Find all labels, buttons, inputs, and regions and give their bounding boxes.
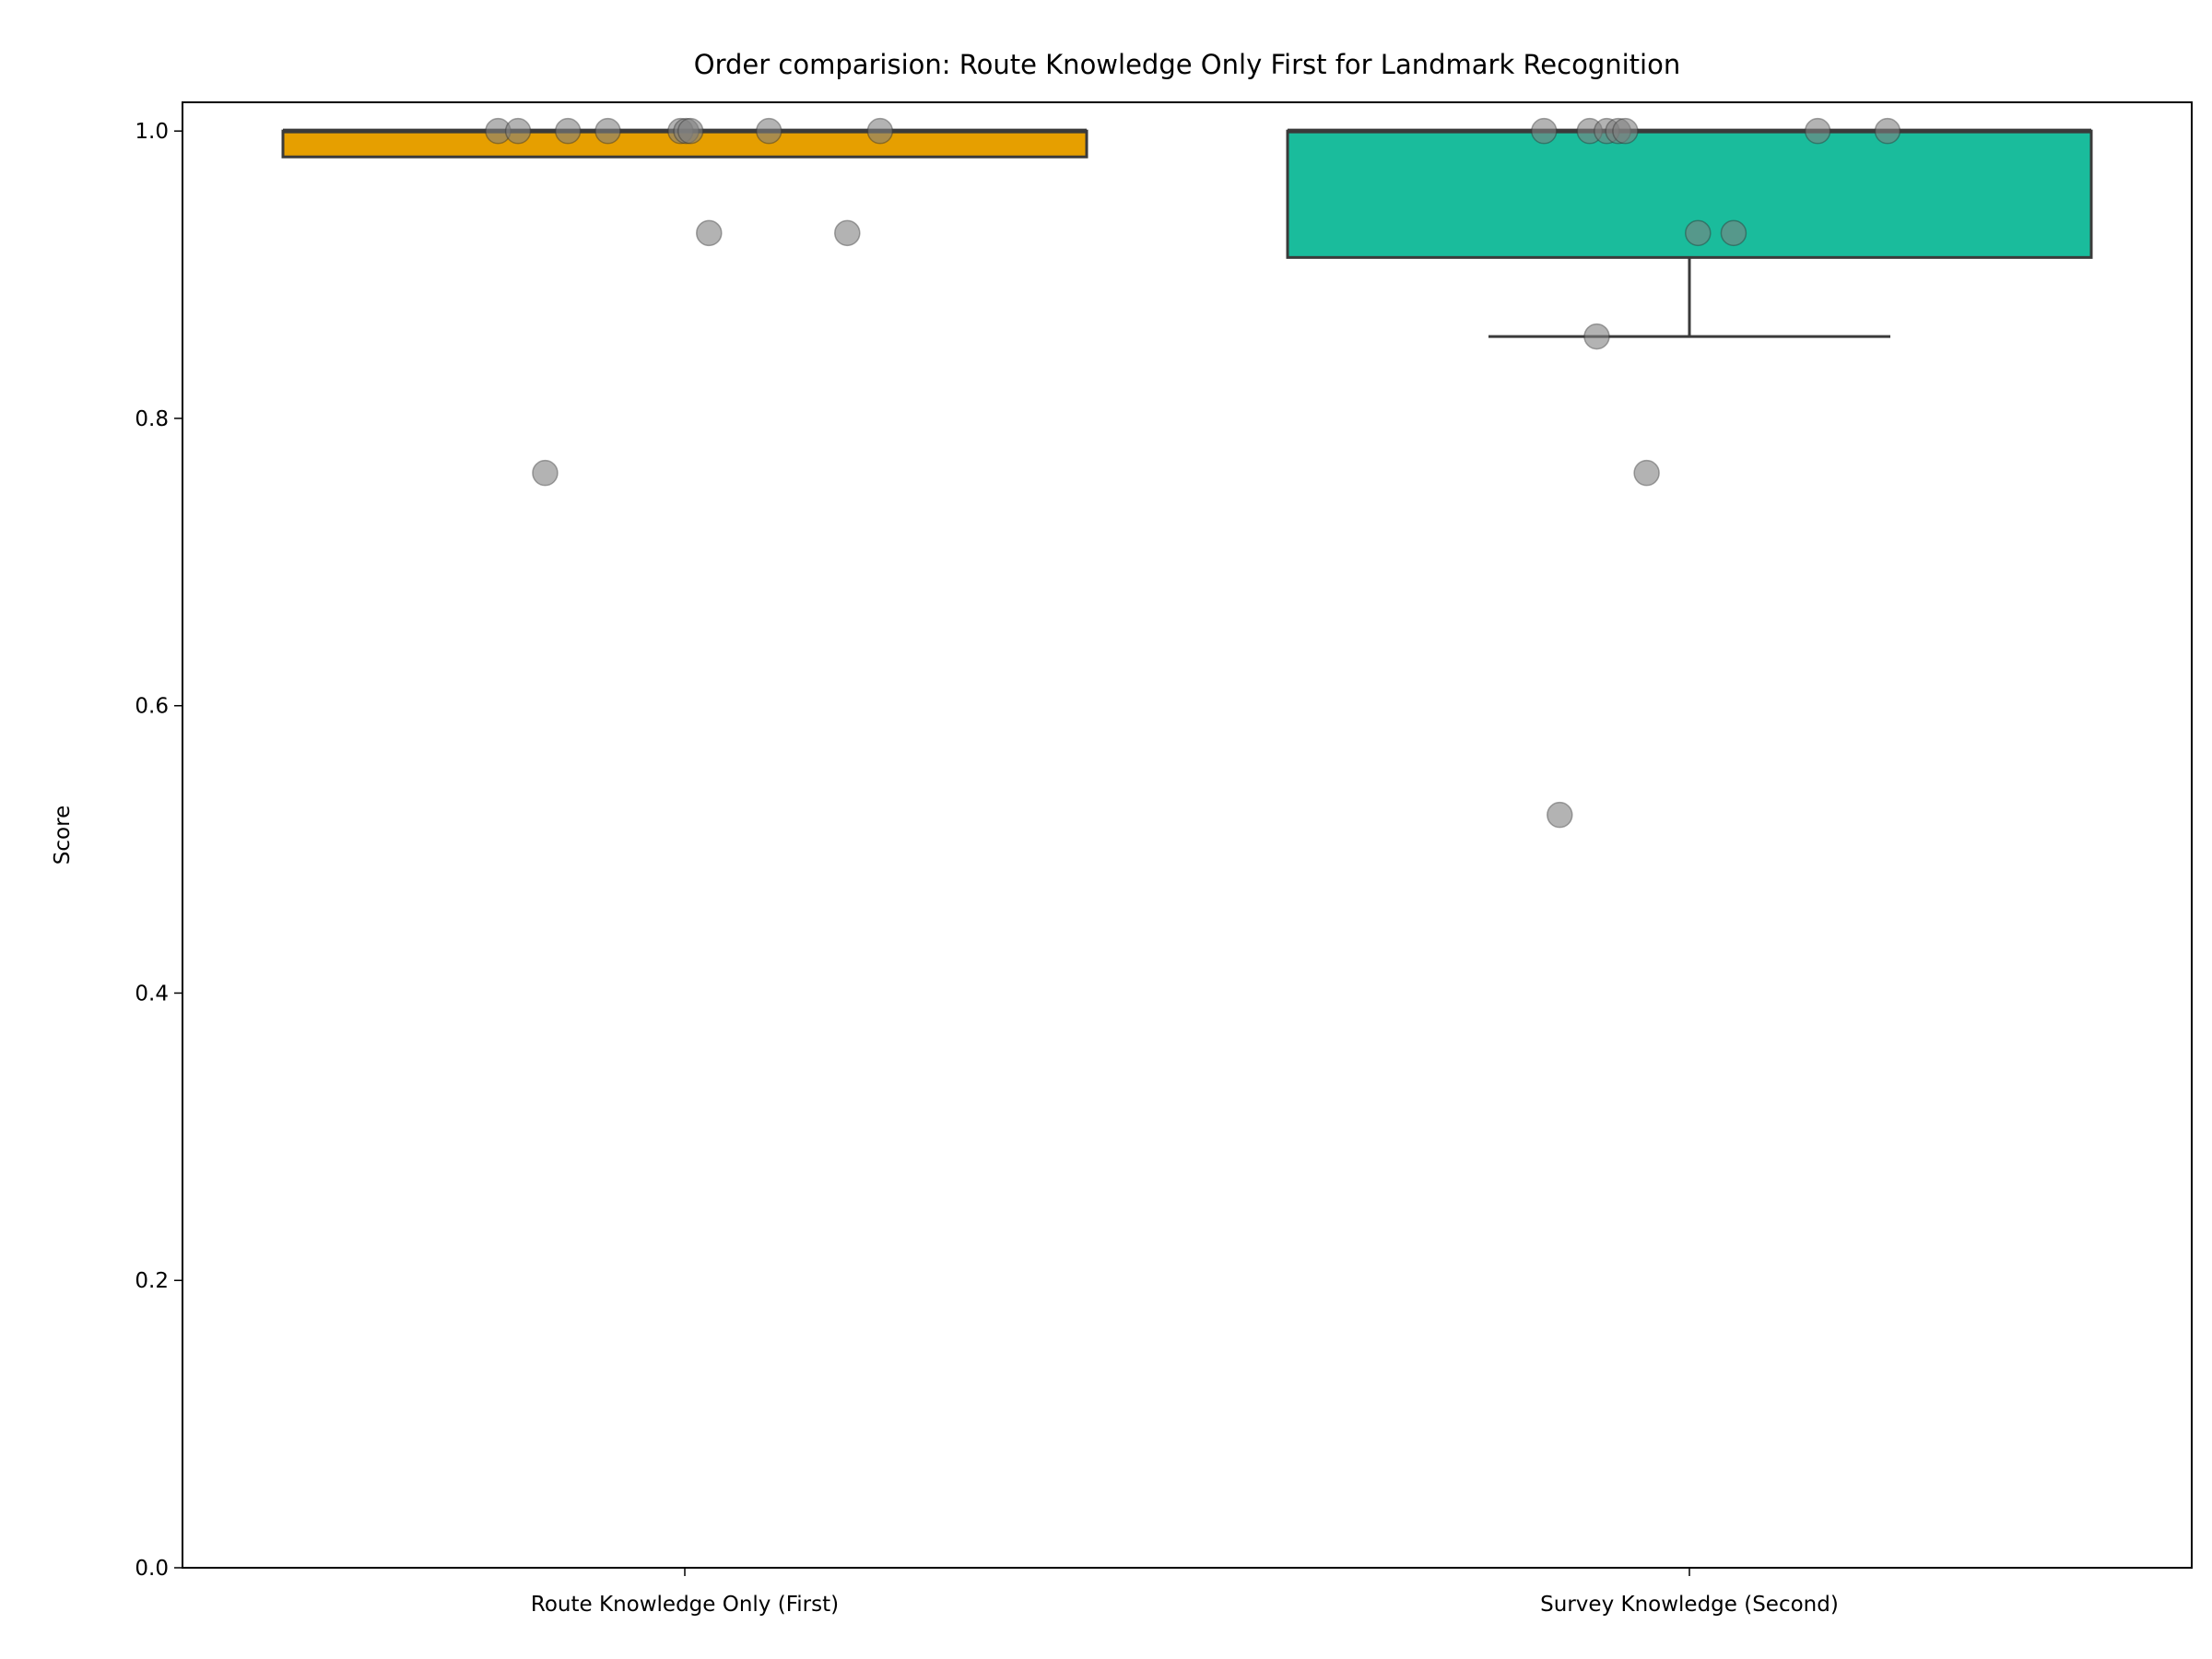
data-point xyxy=(1720,219,1747,247)
y-axis-label: Score xyxy=(51,806,75,865)
data-point xyxy=(755,117,782,145)
data-point xyxy=(866,117,894,145)
data-point xyxy=(1547,801,1573,829)
data-point xyxy=(532,459,559,487)
data-point xyxy=(1612,117,1639,145)
data-point xyxy=(1531,117,1558,145)
y-tick-label: 0.2 xyxy=(135,1269,169,1293)
data-point xyxy=(696,219,723,247)
y-tick-label: 0.0 xyxy=(135,1557,169,1581)
data-point xyxy=(834,219,861,247)
x-tick-label: Survey Knowledge (Second) xyxy=(1540,1593,1839,1617)
x-tick-label: Route Knowledge Only (First) xyxy=(531,1593,839,1617)
y-tick-label: 0.6 xyxy=(135,695,169,719)
data-point xyxy=(1583,323,1610,350)
data-point xyxy=(594,117,621,145)
data-point xyxy=(554,117,582,145)
data-point xyxy=(1874,117,1901,145)
data-point xyxy=(504,117,532,145)
plot-frame xyxy=(182,101,2193,1569)
y-tick-label: 0.4 xyxy=(135,982,169,1006)
y-tick-label: 0.8 xyxy=(135,407,169,431)
data-point xyxy=(1804,117,1831,145)
data-point xyxy=(1685,219,1712,247)
y-tick-label: 1.0 xyxy=(135,120,169,144)
chart-title: Order comparision: Route Knowledge Only … xyxy=(694,49,1680,80)
data-point xyxy=(1633,459,1660,487)
data-point xyxy=(677,117,704,145)
